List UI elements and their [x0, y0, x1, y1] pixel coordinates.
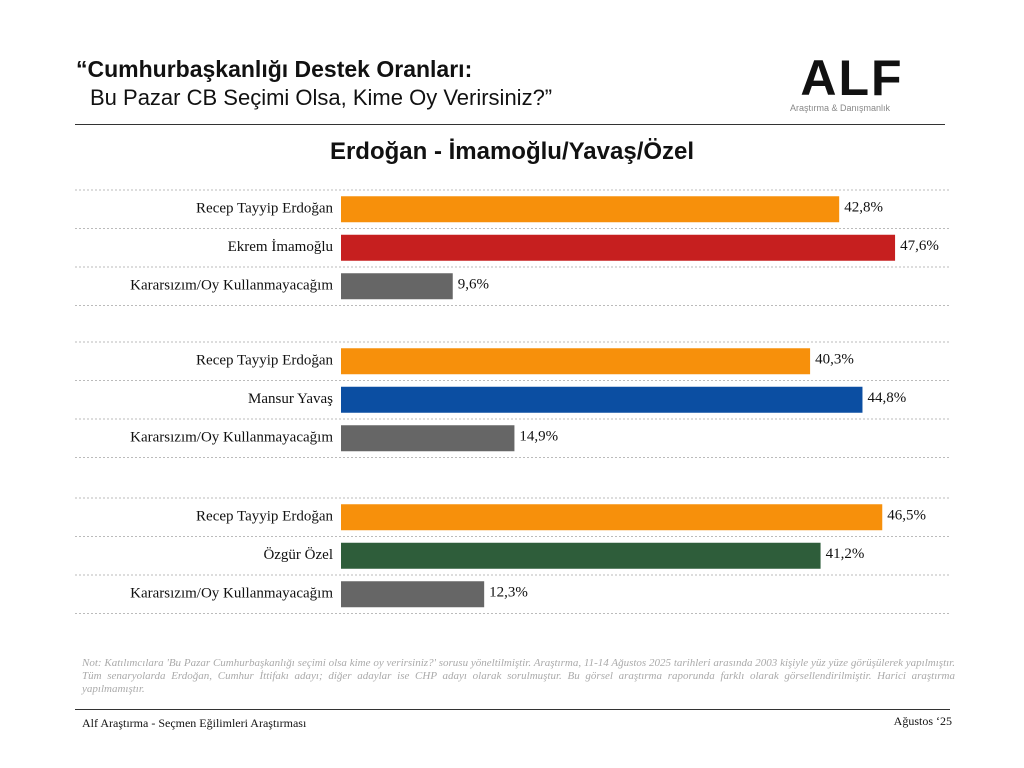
- value-label: 47,6%: [900, 238, 939, 254]
- bar: [341, 234, 896, 261]
- category-label: Recep Tayyip Erdoğan: [196, 509, 333, 525]
- value-label: 14,9%: [519, 429, 558, 445]
- bar: [341, 196, 840, 223]
- bar: [341, 542, 821, 569]
- bar: [341, 504, 883, 531]
- value-label: 46,5%: [887, 508, 926, 524]
- category-label: Özgür Özel: [263, 546, 333, 563]
- chart-title: Erdoğan - İmamoğlu/Yavaş/Özel: [329, 138, 695, 165]
- bar: [341, 425, 515, 452]
- category-label: Kararsızım/Oy Kullanmayacağım: [130, 278, 333, 294]
- note: Not: Katılımcılara 'Bu Pazar Cumhurbaşka…: [82, 657, 955, 695]
- category-label: Recep Tayyip Erdoğan: [196, 353, 333, 369]
- chart: Recep Tayyip Erdoğan 42,8% Ekrem İmamoğlu 4…: [75, 189, 950, 614]
- category-label: Recep Tayyip Erdoğan: [196, 201, 333, 217]
- value-label: 12,3%: [489, 585, 528, 601]
- bar: [341, 386, 863, 413]
- category-label: Mansur Yavaş: [248, 391, 333, 407]
- bar: [341, 581, 485, 608]
- value-label: 44,8%: [867, 390, 906, 406]
- header-rule: [75, 124, 945, 125]
- footer-right: Ağustos ‘25: [893, 714, 952, 728]
- footer-rule: [75, 709, 950, 710]
- value-label: 40,3%: [815, 352, 854, 368]
- title-line1: “Cumhurbaşkanlığı Destek Oranları:: [76, 56, 473, 82]
- category-label: Kararsızım/Oy Kullanmayacağım: [130, 586, 333, 602]
- logo: ALF: [800, 50, 904, 106]
- category-label: Kararsızım/Oy Kullanmayacağım: [130, 430, 333, 446]
- category-label: Ekrem İmamoğlu: [228, 239, 334, 255]
- logo-tagline: Araştırma & Danışmanlık: [790, 103, 891, 113]
- value-label: 41,2%: [826, 546, 865, 562]
- value-label: 9,6%: [458, 277, 489, 293]
- bar: [341, 273, 453, 300]
- value-label: 42,8%: [844, 200, 883, 216]
- bar: [341, 348, 811, 375]
- footer-left: Alf Araştırma - Seçmen Eğilimleri Araştı…: [82, 716, 307, 730]
- title-line2: Bu Pazar CB Seçimi Olsa, Kime Oy Verirsi…: [90, 85, 553, 110]
